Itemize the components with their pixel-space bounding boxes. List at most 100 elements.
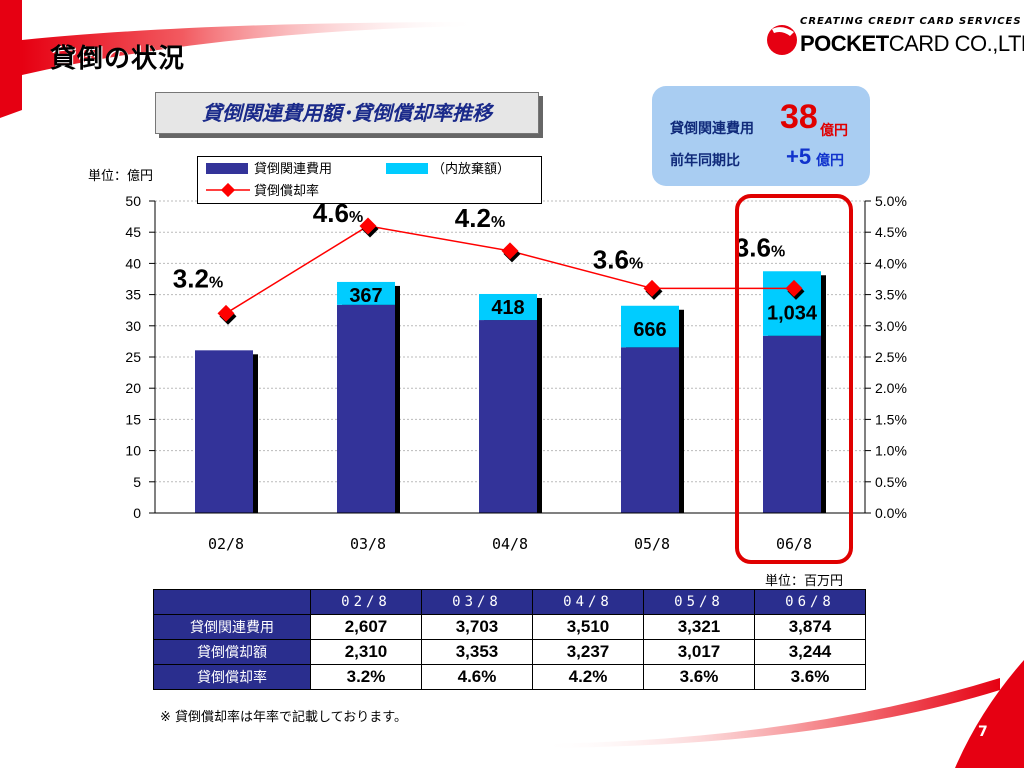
logo-brand-bold: POCKET: [800, 31, 889, 56]
rate-value-label: 3.6%: [593, 244, 643, 274]
pocketcard-logo-icon: [767, 25, 797, 55]
bar-value-label: 1,034: [767, 302, 818, 324]
footnote: ※ 貸倒償却率は年率で記載しております。: [160, 710, 407, 725]
header-swoosh: [0, 0, 480, 118]
y2-tick-label: 3.5%: [875, 287, 907, 303]
x-tick-label: 05/8: [634, 535, 670, 553]
summary-box: 貸倒関連費用 38 億円 前年同期比 +5 億円: [652, 86, 870, 186]
bar-value-label: 666: [633, 319, 666, 341]
rate-value-label: 3.2%: [173, 263, 223, 293]
summary-label-cost: 貸倒関連費用: [670, 121, 754, 137]
y2-tick-label: 4.5%: [875, 224, 907, 240]
table-cell: 3,353: [421, 639, 533, 665]
y-tick-label: 25: [125, 349, 141, 365]
legend-label-rate: 貸倒償却率: [254, 184, 320, 199]
summary-value-yoy: +5: [786, 144, 812, 169]
y2-tick-label: 2.0%: [875, 380, 907, 396]
table-row: 貸倒償却額 2,310 3,353 3,237 3,017 3,244: [153, 639, 866, 665]
bar-cost: [195, 350, 253, 513]
bar-writeoff: [621, 305, 679, 348]
logo-brand: POCKETCARD CO.,LTD.: [800, 31, 1024, 57]
logo-brand-light: CARD CO.,LTD.: [888, 31, 1024, 56]
table-header: 06/8: [754, 589, 866, 615]
table-cell: 3,237: [532, 639, 644, 665]
y-tick-label: 50: [125, 193, 141, 209]
bar-cost: [479, 320, 537, 513]
legend-swatch-rate: [206, 183, 250, 197]
y-tick-label: 20: [125, 380, 141, 396]
bar-value-label: 418: [491, 297, 524, 319]
slide-title: 貸倒の状況: [50, 44, 186, 74]
table-row-label: 貸倒償却率: [153, 664, 311, 690]
y-tick-label: 35: [125, 287, 141, 303]
bar-writeoff: [337, 281, 395, 305]
table-cell: 3,703: [421, 614, 533, 640]
rate-marker: [217, 304, 235, 322]
table-header: 02/8: [310, 589, 422, 615]
y-tick-label: 5: [133, 474, 141, 490]
table-cell: 3,874: [754, 614, 866, 640]
y-tick-label: 30: [125, 318, 141, 334]
rate-value-label: 4.2%: [455, 203, 505, 233]
data-table: 02/8 03/8 04/8 05/8 06/8 貸倒関連費用 2,607 3,…: [153, 589, 866, 690]
logo-tagline: CREATING CREDIT CARD SERVICES: [800, 16, 1022, 27]
legend-swatch-writeoff: [386, 163, 428, 174]
summary-value-cost: 38: [780, 98, 818, 136]
y2-tick-label: 2.5%: [875, 349, 907, 365]
highlight-frame: [735, 194, 853, 564]
bar-writeoff: [479, 293, 537, 321]
chart-title: 貸倒関連費用額･貸倒償却率推移: [202, 101, 492, 125]
legend-label-cost: 貸倒関連費用: [254, 162, 333, 177]
table-cell: 3.2%: [310, 664, 422, 690]
page-number: 7: [978, 724, 988, 740]
bar-cost: [621, 347, 679, 513]
y2-tick-label: 1.5%: [875, 411, 907, 427]
y2-tick-label: 0.0%: [875, 505, 907, 521]
bar-cost: [763, 335, 821, 513]
table-unit-label: 単位：百万円: [765, 574, 844, 589]
table-row: 貸倒償却率 3.2% 4.6% 4.2% 3.6% 3.6%: [153, 664, 866, 690]
y2-tick-label: 4.0%: [875, 255, 907, 271]
table-cell: 2,310: [310, 639, 422, 665]
x-tick-label: 03/8: [350, 535, 386, 553]
legend-swatch-cost: [206, 163, 248, 174]
table-corner: [153, 589, 311, 615]
y2-tick-label: 0.5%: [875, 474, 907, 490]
y2-tick-label: 3.0%: [875, 318, 907, 334]
bar-cost: [337, 304, 395, 513]
table-cell: 4.2%: [532, 664, 644, 690]
y2-tick-label: 5.0%: [875, 193, 907, 209]
chart-title-box: 貸倒関連費用額･貸倒償却率推移: [155, 92, 539, 134]
rate-marker: [643, 279, 661, 297]
y-tick-label: 10: [125, 443, 141, 459]
table-cell: 4.6%: [421, 664, 533, 690]
table-cell: 3,017: [643, 639, 755, 665]
x-tick-label: 02/8: [208, 535, 244, 553]
table-cell: 3,510: [532, 614, 644, 640]
x-tick-label: 06/8: [776, 535, 812, 553]
table-row-label: 貸倒償却額: [153, 639, 311, 665]
table-cell: 3,321: [643, 614, 755, 640]
table-header: 05/8: [643, 589, 755, 615]
table-row-label: 貸倒関連費用: [153, 614, 311, 640]
table-row: 貸倒関連費用 2,607 3,703 3,510 3,321 3,874: [153, 614, 866, 640]
table-cell: 3.6%: [643, 664, 755, 690]
y-tick-label: 45: [125, 224, 141, 240]
y-tick-label: 40: [125, 255, 141, 271]
legend-label-writeoff: （内放棄額）: [432, 162, 511, 177]
table-cell: 3,244: [754, 639, 866, 665]
summary-unit-yoy: 億円: [816, 153, 844, 169]
y-tick-label: 15: [125, 411, 141, 427]
chart-legend: 貸倒関連費用 （内放棄額） 貸倒償却率: [197, 156, 542, 204]
y2-tick-label: 1.0%: [875, 443, 907, 459]
rate-marker: [785, 279, 803, 297]
bar-value-label: 367: [349, 285, 382, 307]
table-cell: 2,607: [310, 614, 422, 640]
chart-unit-label: 単位：億円: [88, 169, 154, 184]
x-tick-label: 04/8: [492, 535, 528, 553]
table-cell: 3.6%: [754, 664, 866, 690]
rate-marker: [359, 217, 377, 235]
table-header-row: 02/8 03/8 04/8 05/8 06/8: [153, 589, 866, 615]
table-header: 03/8: [421, 589, 533, 615]
